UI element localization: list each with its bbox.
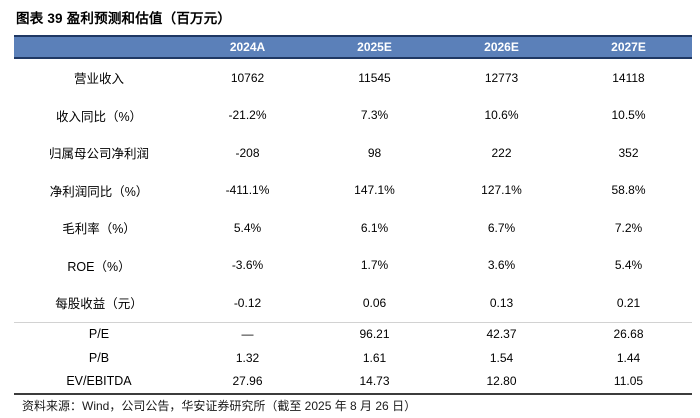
cell-value: 222 — [491, 145, 512, 160]
cell-value: 98 — [367, 145, 382, 160]
cell-value: 12.80 — [486, 374, 517, 389]
cell-value: 0.13 — [489, 295, 514, 310]
cell-value: 1.7% — [360, 258, 389, 273]
cell-value: -0.12 — [233, 295, 262, 310]
cell-value: 0.06 — [362, 295, 387, 310]
cell-value: 5.4% — [233, 220, 262, 235]
header-2027E: 2027E — [611, 40, 646, 54]
cell-value: -411.1% — [225, 183, 270, 198]
cell-value: 1.32 — [235, 350, 260, 365]
table-bottom-border — [14, 393, 692, 395]
table-row-revenue: 营业收入 10762 11545 12773 14118 — [14, 59, 692, 97]
forecast-valuation-table: 2024A 2025E 2026E 2027E 营业收入 10762 11545… — [14, 35, 692, 395]
cell-value: 6.7% — [487, 220, 516, 235]
row-label: 营业收入 — [73, 72, 124, 87]
cell-value: 1.54 — [489, 350, 514, 365]
cell-value: 127.1% — [481, 183, 522, 198]
row-label: 收入同比（%） — [55, 109, 143, 124]
cell-value: 1.44 — [616, 350, 641, 365]
section-divider — [14, 321, 692, 323]
cell-value: 1.61 — [362, 350, 387, 365]
cell-value: 12773 — [484, 70, 519, 85]
row-label: ROE（%） — [67, 259, 131, 274]
cell-value: 11.05 — [613, 374, 644, 389]
cell-value: 10.5% — [611, 108, 646, 123]
cell-value: 27.96 — [232, 374, 263, 389]
cell-value: 7.3% — [360, 108, 389, 123]
table-row-net-profit: 归属母公司净利润 -208 98 222 352 — [14, 134, 692, 172]
row-label: 归属母公司净利润 — [48, 147, 149, 162]
cell-value: -3.6% — [231, 258, 264, 273]
cell-value: 3.6% — [487, 258, 516, 273]
source-note: 资料来源：Wind，公司公告，华安证券研究所（截至 2025 年 8 月 26 … — [22, 399, 417, 413]
cell-value: 14.73 — [359, 374, 390, 389]
row-label: 净利润同比（%） — [49, 184, 149, 199]
table-row-roe: ROE（%） -3.6% 1.7% 3.6% 5.4% — [14, 247, 692, 285]
table-row-net-profit-yoy: 净利润同比（%） -411.1% 147.1% 127.1% 58.8% — [14, 172, 692, 210]
table-row-gross-margin: 毛利率（%） 5.4% 6.1% 6.7% 7.2% — [14, 209, 692, 247]
row-label: EV/EBITDA — [66, 374, 132, 389]
cell-value: 58.8% — [611, 183, 646, 198]
cell-value: 6.1% — [360, 220, 389, 235]
cell-value: 0.21 — [616, 295, 641, 310]
header-2026E: 2026E — [484, 40, 519, 54]
row-label: 每股收益（元） — [55, 297, 143, 312]
cell-value: 42.37 — [486, 327, 517, 342]
row-label: 毛利率（%） — [62, 222, 136, 237]
table-row-pb: P/B 1.32 1.61 1.54 1.44 — [14, 346, 692, 370]
cell-value: 26.68 — [613, 327, 644, 342]
table-header-row: 2024A 2025E 2026E 2027E — [14, 35, 692, 59]
header-2025E: 2025E — [357, 40, 392, 54]
chart-title: 图表 39 盈利预测和估值（百万元） — [16, 11, 232, 26]
cell-value: — — [241, 327, 254, 342]
cell-value: 10.6% — [484, 108, 519, 123]
cell-value: 11545 — [358, 70, 391, 85]
cell-value: -208 — [235, 145, 260, 160]
table-row-ev-ebitda: EV/EBITDA 27.96 14.73 12.80 11.05 — [14, 370, 692, 394]
cell-value: 7.2% — [614, 220, 643, 235]
cell-value: 352 — [618, 145, 639, 160]
cell-value: -21.2% — [228, 108, 267, 123]
cell-value: 14118 — [612, 70, 645, 85]
table-row-pe: P/E — 96.21 42.37 26.68 — [14, 323, 692, 347]
cell-value: 5.4% — [614, 258, 643, 273]
row-label: P/E — [88, 327, 110, 342]
table-row-eps: 每股收益（元） -0.12 0.06 0.13 0.21 — [14, 284, 692, 322]
cell-value: 96.21 — [359, 327, 390, 342]
cell-value: 147.1% — [354, 183, 395, 198]
row-label: P/B — [88, 350, 110, 365]
table-row-revenue-yoy: 收入同比（%） -21.2% 7.3% 10.6% 10.5% — [14, 97, 692, 135]
header-2024A: 2024A — [229, 40, 266, 54]
cell-value: 10762 — [230, 70, 265, 85]
